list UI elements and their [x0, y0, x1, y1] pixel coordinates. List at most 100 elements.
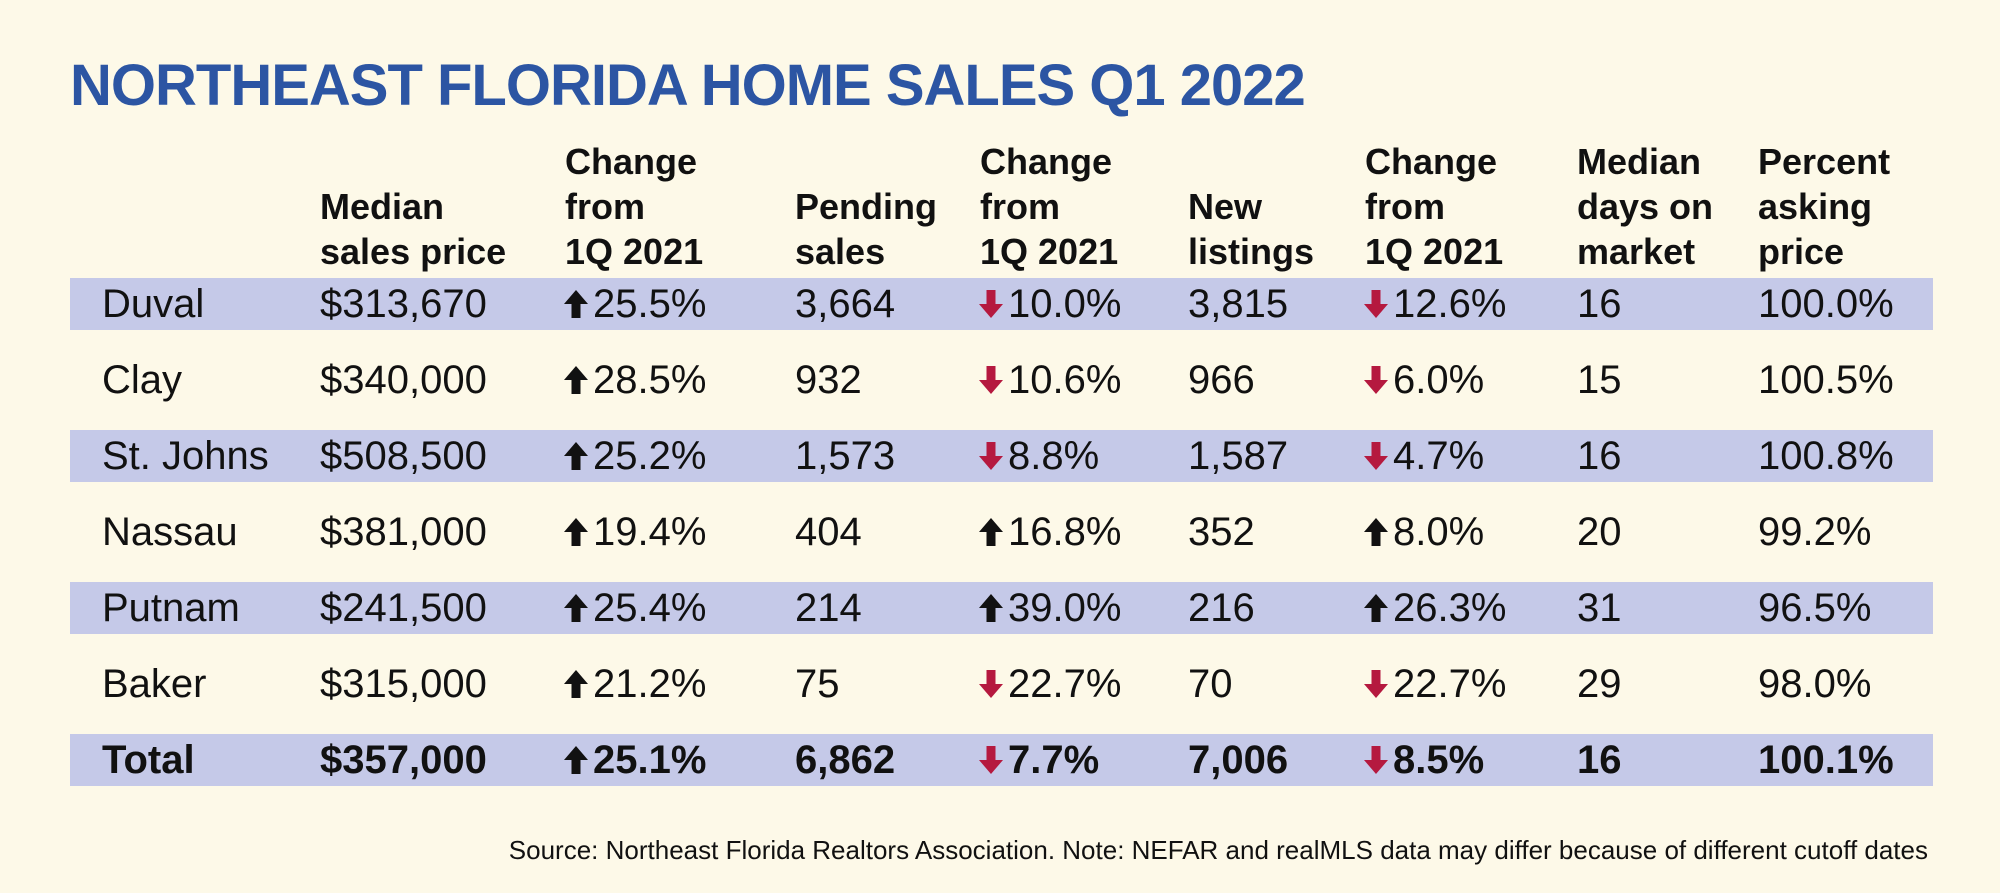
price-change: 25.5%: [561, 278, 706, 330]
median-price: $381,000: [320, 510, 487, 554]
median-days: 16: [1577, 738, 1622, 782]
change-value: 22.7%: [1393, 662, 1507, 706]
percent-asking: 100.0%: [1758, 282, 1894, 326]
table-row: St. Johns $508,500 25.2% 1,573 8.8% 1,587 4.7%…: [70, 430, 1933, 482]
price-change: 19.4%: [561, 506, 706, 558]
county-name: Baker: [102, 662, 207, 706]
median-price: $241,500: [320, 586, 487, 630]
arrow-up-icon: [561, 439, 591, 473]
median-days: 29: [1577, 662, 1622, 706]
sales-table: Median sales price Change from 1Q 2021 Pendin…: [70, 132, 1933, 810]
percent-asking: 100.8%: [1758, 434, 1894, 478]
header-line: sales: [795, 231, 886, 272]
header-line: listings: [1188, 231, 1315, 272]
arrow-up-icon: [561, 591, 591, 625]
change-value: 4.7%: [1393, 434, 1485, 478]
change-value: 25.4%: [593, 586, 707, 630]
arrow-up-icon: [976, 515, 1006, 549]
header-line: asking: [1758, 186, 1873, 227]
change-value: 25.5%: [593, 282, 707, 326]
price-change: 21.2%: [561, 658, 706, 710]
listings-change: 4.7%: [1361, 430, 1484, 482]
arrow-up-icon: [561, 515, 591, 549]
arrow-down-icon: [976, 287, 1006, 321]
arrow-down-icon: [976, 363, 1006, 397]
median-price: $340,000: [320, 358, 487, 402]
listings-change: 8.0%: [1361, 506, 1484, 558]
listings-change: 12.6%: [1361, 278, 1506, 330]
arrow-down-icon: [1361, 667, 1391, 701]
percent-asking: 96.5%: [1758, 586, 1872, 630]
table-row: Duval $313,670 25.5% 3,664 10.0% 3,815 12.6% 16…: [70, 278, 1933, 330]
header-pending-change: Change from 1Q 2021: [980, 139, 1118, 274]
arrow-up-icon: [561, 287, 591, 321]
pending-sales: 6,862: [795, 738, 896, 782]
header-line: New: [1188, 186, 1263, 227]
arrow-down-icon: [976, 743, 1006, 777]
county-name: Nassau: [102, 510, 238, 554]
header-line: Percent: [1758, 141, 1891, 182]
median-price: $357,000: [320, 738, 487, 782]
header-asking: Percent asking price: [1758, 139, 1890, 274]
change-value: 8.8%: [1008, 434, 1100, 478]
median-days: 16: [1577, 434, 1622, 478]
header-days: Median days on market: [1577, 139, 1713, 274]
header-pending: Pending sales: [795, 184, 937, 274]
price-change: 25.4%: [561, 582, 706, 634]
table-row: Baker $315,000 21.2% 75 22.7% 70 22.7% 29 98.0%: [70, 658, 1933, 710]
arrow-up-icon: [1361, 515, 1391, 549]
header-line: sales price: [320, 231, 507, 272]
header-line: Median: [320, 186, 445, 227]
percent-asking: 100.5%: [1758, 358, 1894, 402]
pending-sales: 1,573: [795, 434, 896, 478]
source-note: Source: Northeast Florida Realtors Assoc…: [508, 835, 1928, 865]
table-header: Median sales price Change from 1Q 2021 Pendin…: [70, 132, 1933, 278]
median-days: 15: [1577, 358, 1622, 402]
new-listings: 70: [1188, 662, 1233, 706]
pending-change: 8.8%: [976, 430, 1099, 482]
chart-title: NORTHEAST FLORIDA HOME SALES Q1 2022: [70, 53, 1306, 118]
header-line: days on: [1577, 186, 1714, 227]
table-row: Clay $340,000 28.5% 932 10.6% 966 6.0% 15 100.5%: [70, 354, 1933, 406]
arrow-up-icon: [561, 363, 591, 397]
change-value: 26.3%: [1393, 586, 1507, 630]
median-days: 16: [1577, 282, 1622, 326]
header-median-price: Median sales price: [320, 184, 506, 274]
header-line: 1Q 2021: [565, 231, 704, 272]
change-value: 28.5%: [593, 358, 707, 402]
header-line: from: [1365, 186, 1445, 227]
median-price: $508,500: [320, 434, 487, 478]
header-line: market: [1577, 231, 1696, 272]
county-name: Putnam: [102, 586, 240, 630]
pending-sales: 932: [795, 358, 862, 402]
pending-change: 10.6%: [976, 354, 1121, 406]
percent-asking: 100.1%: [1758, 738, 1894, 782]
header-line: Change: [980, 141, 1113, 182]
arrow-down-icon: [1361, 743, 1391, 777]
header-line: Pending: [795, 186, 937, 227]
change-value: 8.0%: [1393, 510, 1485, 554]
county-name: St. Johns: [102, 434, 269, 478]
arrow-up-icon: [561, 743, 591, 777]
pending-change: 7.7%: [976, 734, 1099, 786]
new-listings: 966: [1188, 358, 1255, 402]
arrow-up-icon: [561, 667, 591, 701]
table-row: Putnam $241,500 25.4% 214 39.0% 216 26.3% 31 96.…: [70, 582, 1933, 634]
pending-sales: 214: [795, 586, 862, 630]
change-value: 10.0%: [1008, 282, 1122, 326]
new-listings: 352: [1188, 510, 1255, 554]
percent-asking: 98.0%: [1758, 662, 1872, 706]
arrow-down-icon: [1361, 287, 1391, 321]
change-value: 10.6%: [1008, 358, 1122, 402]
arrow-up-icon: [976, 591, 1006, 625]
header-line: price: [1758, 231, 1845, 272]
header-line: Change: [1365, 141, 1498, 182]
listings-change: 8.5%: [1361, 734, 1484, 786]
listings-change: 26.3%: [1361, 582, 1506, 634]
pending-change: 16.8%: [976, 506, 1121, 558]
county-name: Clay: [102, 358, 183, 402]
header-line: 1Q 2021: [980, 231, 1119, 272]
header-listings-change: Change from 1Q 2021: [1365, 139, 1503, 274]
new-listings: 7,006: [1188, 738, 1289, 782]
change-value: 25.1%: [593, 738, 707, 782]
